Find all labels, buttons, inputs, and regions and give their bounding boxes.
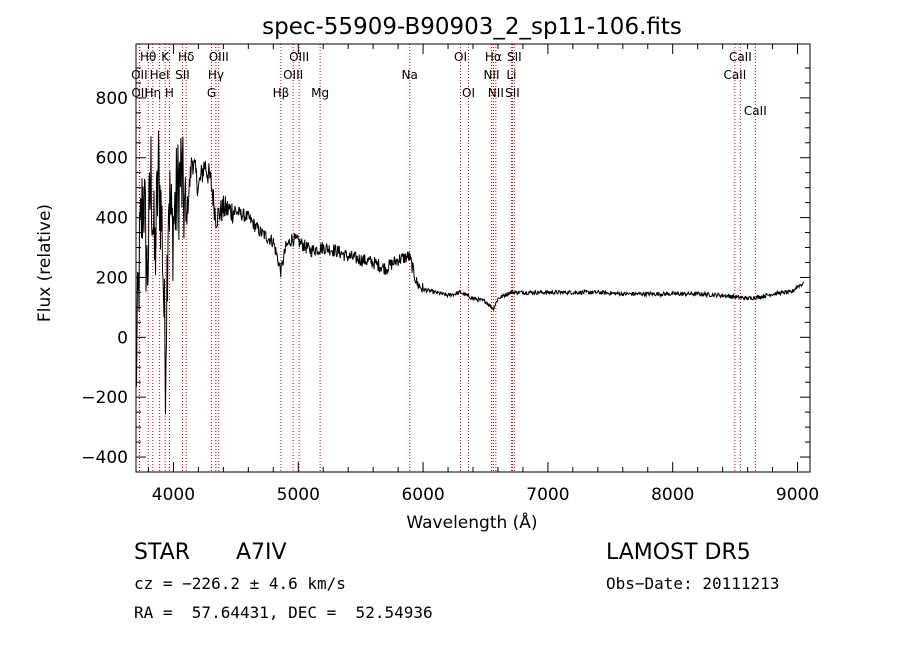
redshift-velocity: cz = −226.2 ± 4.6 km/s bbox=[134, 574, 346, 593]
x-tick-label: 4000 bbox=[152, 485, 195, 505]
x-axis-label: Wavelength (Å) bbox=[406, 511, 537, 533]
y-tick-label: 200 bbox=[96, 268, 128, 288]
line-marker-label: Hγ bbox=[208, 68, 224, 82]
line-marker-label: HeI bbox=[150, 68, 170, 82]
y-axis-ticks: −400 −200 0 200 400 600 800 bbox=[81, 67, 810, 468]
line-marker-label: CaII bbox=[729, 50, 752, 64]
line-marker-label: OIII bbox=[283, 68, 303, 82]
line-marker-label: OI bbox=[462, 86, 475, 100]
line-marker-label: SII bbox=[507, 50, 522, 64]
line-marker-label: Hη bbox=[145, 86, 162, 100]
x-axis-ticks: 4000 5000 6000 7000 8000 9000 bbox=[147, 44, 819, 505]
x-tick-label: 5000 bbox=[277, 485, 320, 505]
line-marker-label: SII bbox=[505, 86, 520, 100]
line-marker-label: NII bbox=[483, 68, 499, 82]
spectrum-line bbox=[135, 130, 804, 415]
line-marker-label: Hα bbox=[485, 50, 502, 64]
observation-date: Obs−Date: 20111213 bbox=[606, 574, 780, 593]
x-tick-label: 9000 bbox=[776, 485, 819, 505]
line-marker-label: OII bbox=[131, 86, 148, 100]
y-tick-label: 0 bbox=[117, 328, 128, 348]
line-marker-label: OI bbox=[454, 50, 467, 64]
line-marker-label: Mg bbox=[311, 86, 329, 100]
x-tick-label: 8000 bbox=[651, 485, 694, 505]
x-tick-label: 7000 bbox=[526, 485, 569, 505]
line-marker-label: Li bbox=[506, 68, 516, 82]
line-marker-label: CaII bbox=[723, 68, 746, 82]
chart-title: spec-55909-B90903_2_sp11-106.fits bbox=[262, 14, 682, 40]
line-marker-labels: Hθ K Hδ OIII OIII OI Hα SII CaII OII HeI SII Hγ OIII N… bbox=[131, 50, 767, 118]
y-axis-label: Flux (relative) bbox=[35, 204, 55, 322]
line-marker-label: OIII bbox=[209, 50, 229, 64]
y-tick-label: 400 bbox=[96, 209, 128, 229]
line-marker-label: H bbox=[165, 86, 174, 100]
line-marker-label: K bbox=[161, 50, 170, 64]
line-marker-label: SII bbox=[175, 68, 190, 82]
survey-name: LAMOST DR5 bbox=[606, 540, 751, 565]
line-marker-label: Hδ bbox=[178, 50, 194, 64]
line-marker-label: Na bbox=[402, 68, 418, 82]
line-markers bbox=[138, 44, 756, 472]
ra-dec-coordinates: RA = 57.64431, DEC = 52.54936 bbox=[134, 603, 433, 622]
object-subclass: A7IV bbox=[236, 540, 287, 565]
line-marker-label: OII bbox=[131, 68, 148, 82]
line-marker-label: OIII bbox=[289, 50, 309, 64]
line-marker-label: Hβ bbox=[273, 86, 290, 100]
y-tick-label: −200 bbox=[81, 388, 128, 408]
y-tick-label: 600 bbox=[96, 149, 128, 169]
object-class: STAR bbox=[134, 540, 191, 565]
y-tick-label: 800 bbox=[96, 89, 128, 109]
x-tick-label: 6000 bbox=[401, 485, 444, 505]
plot-frame bbox=[135, 43, 811, 473]
line-marker-label: Hθ bbox=[140, 50, 156, 64]
y-tick-label: −400 bbox=[81, 448, 128, 468]
line-marker-label: CaII bbox=[744, 104, 767, 118]
line-marker-label: G bbox=[207, 86, 216, 100]
line-marker-label: NII bbox=[488, 86, 504, 100]
